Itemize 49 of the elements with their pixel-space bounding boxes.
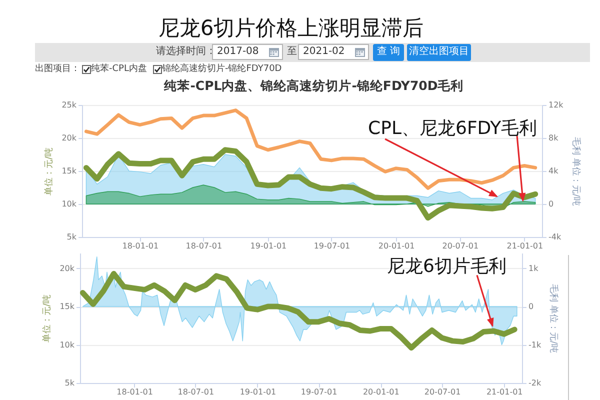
- y2-tick-label: 4k: [548, 166, 559, 176]
- y-tick-label: 10k: [62, 200, 77, 208]
- x-tick-label: 21-01-01: [486, 388, 523, 396]
- y2-tick-label: -1k: [528, 340, 542, 350]
- x-tick-label: 19-01-01: [250, 242, 287, 250]
- x-tick-label: 18-01-01: [116, 388, 153, 396]
- y2-tick-label: 0: [528, 302, 534, 312]
- y2-tick-label: 8k: [548, 134, 559, 142]
- y-tick-label: 15k: [62, 166, 77, 176]
- annotation: 尼龙6切片毛利: [386, 256, 506, 278]
- y2-axis-title: 毛利 单位：元/吨: [548, 284, 560, 353]
- text: 出图项目：: [35, 64, 80, 74]
- x-tick-label: 20-01-01: [362, 388, 400, 396]
- y-axis-title: 单位：元/吨: [44, 147, 55, 196]
- x-tick-label: 18-01-01: [122, 242, 159, 250]
- y-tick-label: 5k: [66, 232, 77, 242]
- y2-tick-label: -4k: [548, 232, 562, 242]
- line-series: [84, 108, 538, 190]
- chart-subtitle: 纯苯-CPL内盘、锦纶高速纺切片-锦纶FDY70D毛利: [164, 78, 464, 93]
- y-tick-label: 20k: [62, 134, 77, 142]
- x-tick-label: 20-01-01: [378, 242, 415, 250]
- y2-tick-label: 1k: [528, 264, 539, 273]
- y-tick-label: 25k: [62, 100, 77, 110]
- x-tick-label: 18-07-01: [178, 388, 214, 396]
- x-tick-label: 19-07-01: [300, 388, 338, 396]
- y-tick-label: 5k: [64, 378, 75, 388]
- text: 锦纶高速纺切片-锦纶FDY70D: [162, 64, 282, 74]
- y-tick-label: 20k: [60, 264, 75, 273]
- x-tick-label: 20-07-01: [424, 388, 461, 396]
- date-field: 2021-02: [298, 44, 369, 60]
- search-button: 查 询: [373, 44, 404, 61]
- x-tick-label: 20-07-01: [442, 242, 479, 250]
- x-tick-label: 18-07-01: [186, 242, 222, 250]
- x-tick-label: 19-07-01: [314, 242, 350, 250]
- clear-button: 清空出图项目: [407, 44, 471, 61]
- text: 至: [287, 46, 297, 57]
- chart-title: 尼龙6切片价格上涨明显滞后: [158, 16, 424, 40]
- x-tick-label: 19-01-01: [240, 388, 276, 396]
- text: 纯苯-CPL内盘: [91, 64, 147, 74]
- y-axis-title: 单位：元/吨: [42, 294, 53, 343]
- y-tick-label: 10k: [60, 340, 75, 350]
- annotation: CPL、尼龙6FDY毛利: [368, 118, 538, 140]
- x-tick-label: 21-01-01: [506, 242, 544, 250]
- y-tick-label: 15k: [60, 302, 75, 312]
- y2-tick-label: -2k: [528, 378, 542, 388]
- y2-tick-label: 12k: [548, 100, 564, 110]
- date-field: 2017-08: [212, 44, 283, 60]
- y2-axis-title: 毛利 单位：元/吨: [570, 137, 582, 206]
- y2-tick-label: 0: [548, 200, 554, 208]
